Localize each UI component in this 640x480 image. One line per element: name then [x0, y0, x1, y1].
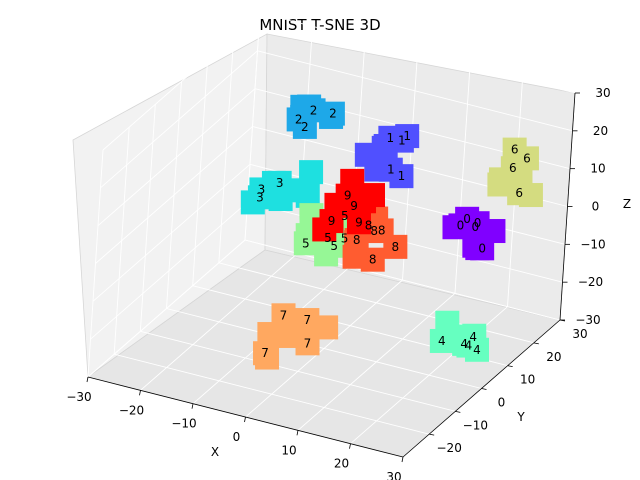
point-marker-2 — [292, 114, 317, 139]
y-tick-label: −20 — [437, 441, 462, 455]
point-label-5: 5 — [341, 209, 349, 223]
z-tick-label: −10 — [580, 237, 605, 251]
point-label-3: 3 — [258, 182, 266, 196]
y-tick-label: −10 — [463, 418, 488, 432]
point-label-8: 8 — [353, 233, 361, 247]
x-axis-label: X — [211, 445, 219, 459]
point-label-0: 0 — [457, 218, 465, 232]
point-marker-9 — [312, 217, 337, 242]
chart-title: MNIST T-SNE 3D — [259, 16, 380, 34]
point-label-7: 7 — [304, 336, 312, 350]
z-axis-ticks: −30 −20 −10 0 10 20 30 — [560, 86, 611, 327]
z-tick-label: −20 — [578, 275, 603, 289]
point-marker-3 — [280, 178, 305, 203]
point-marker-3 — [240, 190, 265, 215]
point-label-2: 2 — [295, 112, 303, 126]
point-label-4: 4 — [469, 330, 477, 344]
x-axis-ticks: −30 −20 −10 0 10 20 30 — [66, 376, 404, 480]
z-tick-label: 20 — [593, 124, 608, 138]
point-marker-4 — [438, 324, 463, 349]
point-label-8: 8 — [392, 240, 400, 254]
point-label-5: 5 — [341, 232, 349, 246]
point-label-5: 5 — [324, 231, 332, 245]
point-marker-7 — [295, 331, 320, 356]
z-tick-label: 10 — [590, 162, 605, 176]
point-label-9: 9 — [355, 215, 363, 229]
x-tick-label: 20 — [334, 457, 349, 471]
x-tick-label: −30 — [66, 390, 91, 404]
point-label-4: 4 — [460, 337, 468, 351]
point-marker-1 — [364, 157, 389, 182]
point-label-7: 7 — [280, 308, 288, 322]
x-tick-label: −10 — [171, 417, 196, 431]
point-marker-6 — [488, 167, 513, 192]
point-label-4: 4 — [438, 334, 446, 348]
point-label-1: 1 — [398, 134, 406, 148]
x-tick-label: 30 — [386, 470, 401, 480]
point-marker-8 — [342, 244, 367, 269]
point-label-4: 4 — [465, 339, 473, 353]
point-label-6: 6 — [523, 151, 531, 165]
point-label-0: 0 — [472, 220, 480, 234]
z-axis-label: Z — [623, 197, 631, 211]
x-tick-label: −20 — [119, 403, 144, 417]
x-tick-label: 10 — [281, 443, 296, 457]
point-label-9: 9 — [344, 189, 352, 203]
y-axis-label: Y — [516, 410, 525, 424]
point-label-1: 1 — [398, 169, 406, 183]
point-marker-0 — [465, 211, 490, 236]
point-label-2: 2 — [301, 120, 309, 134]
point-label-5: 5 — [330, 239, 338, 253]
x-tick-label: 0 — [233, 430, 241, 444]
point-label-4: 4 — [473, 343, 481, 357]
point-label-8: 8 — [369, 253, 377, 267]
point-marker-4 — [462, 323, 487, 348]
point-label-5: 5 — [302, 236, 310, 250]
point-label-3: 3 — [256, 190, 264, 204]
point-marker-1 — [389, 164, 414, 189]
point-marker-2 — [319, 104, 344, 129]
point-label-9: 9 — [328, 214, 336, 228]
point-label-6: 6 — [511, 143, 519, 157]
point-label-6: 6 — [509, 161, 517, 175]
point-marker-7 — [255, 345, 280, 370]
point-label-1: 1 — [403, 129, 411, 143]
point-label-9: 9 — [350, 199, 358, 213]
point-label-3: 3 — [276, 176, 284, 190]
point-label-8: 8 — [378, 223, 386, 237]
y-tick-label: 10 — [520, 373, 535, 387]
z-tick-label: −30 — [575, 313, 600, 327]
y-tick-label: 0 — [498, 396, 506, 410]
point-label-1: 1 — [387, 163, 395, 177]
point-marker-5 — [314, 242, 339, 267]
point-label-6: 6 — [515, 186, 523, 200]
z-tick-label: 30 — [595, 86, 610, 100]
point-label-7: 7 — [304, 313, 312, 327]
point-label-1: 1 — [387, 131, 395, 145]
point-label-2: 2 — [329, 107, 337, 121]
point-marker-9 — [346, 210, 371, 235]
point-label-8: 8 — [370, 224, 378, 238]
y-tick-label: 30 — [572, 327, 587, 341]
point-label-0: 0 — [478, 241, 486, 255]
y-tick-label: 20 — [546, 350, 561, 364]
z-tick-label: 0 — [592, 200, 600, 214]
y-axis-ticks: −20−10 0 10 20 30 — [429, 319, 588, 455]
point-label-0: 0 — [474, 216, 482, 230]
point-label-2: 2 — [310, 103, 318, 117]
point-label-8: 8 — [365, 218, 373, 232]
point-label-7: 7 — [261, 346, 269, 360]
point-marker-0 — [462, 233, 487, 258]
point-label-0: 0 — [463, 212, 471, 226]
